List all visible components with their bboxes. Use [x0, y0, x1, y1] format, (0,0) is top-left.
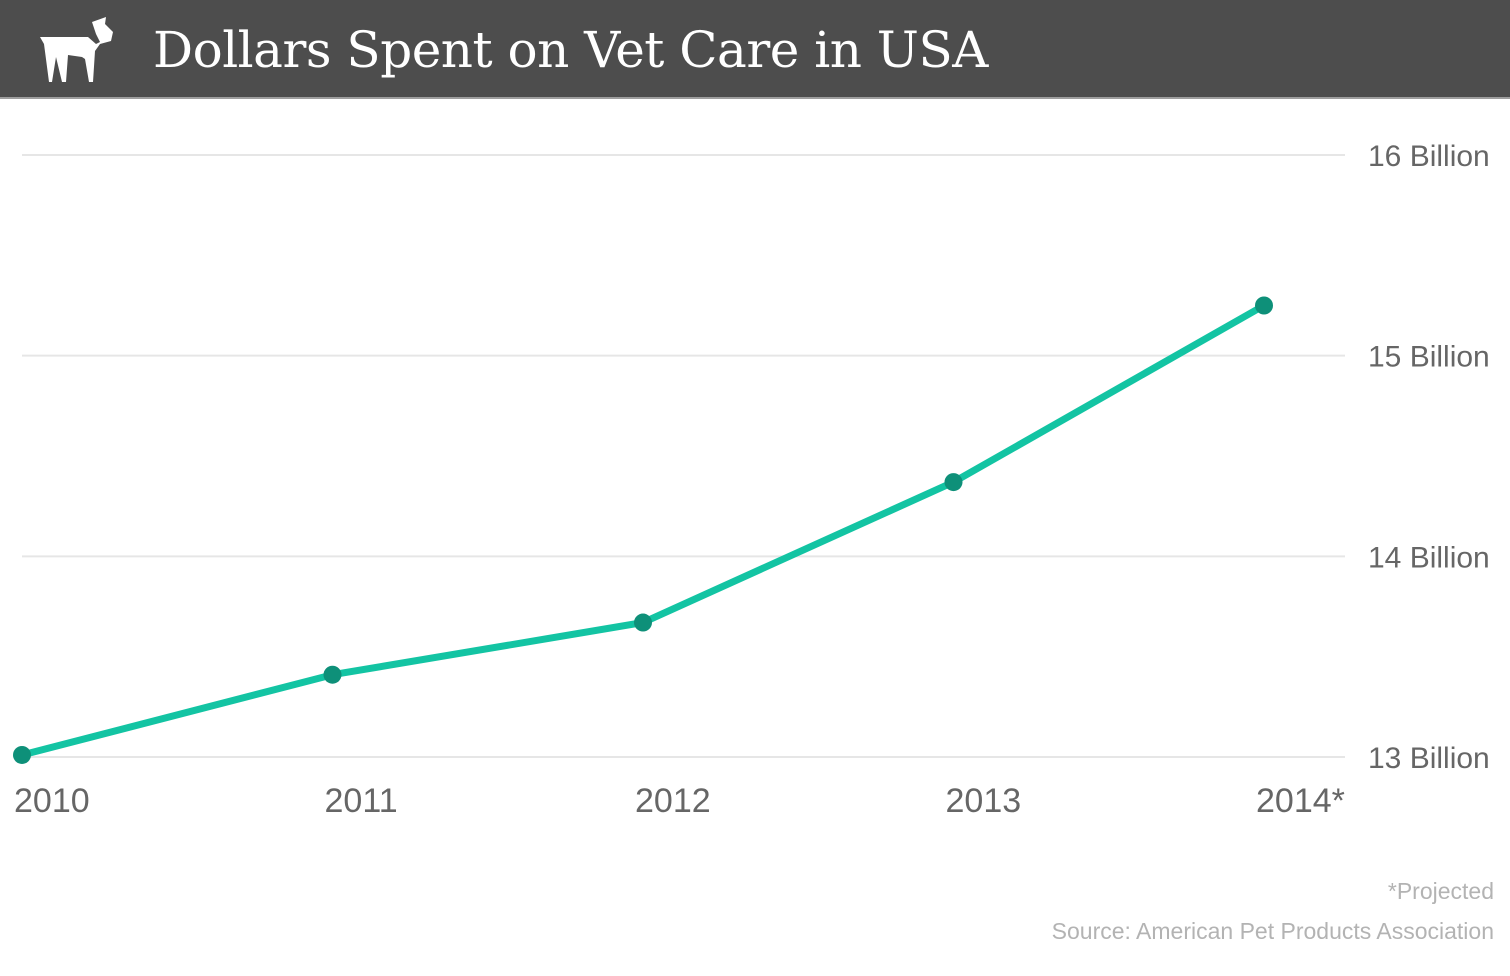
series-line-group — [18, 302, 1268, 759]
data-point-2010 — [13, 745, 31, 764]
y-tick-label: 14 Billion — [1368, 541, 1490, 574]
x-tick-label: 2013 — [946, 782, 1022, 820]
projected-note: *Projected — [1387, 878, 1494, 904]
x-tick-label: 2014* — [1256, 782, 1345, 820]
series-line — [18, 302, 1268, 759]
x-tick-label: 2010 — [14, 782, 90, 820]
x-axis-labels: 2010 2011 2012 2013 2014* — [14, 782, 1345, 820]
y-tick-label: 16 Billion — [1368, 140, 1490, 173]
data-point-2014 — [1255, 296, 1273, 315]
data-markers — [13, 296, 1273, 764]
chart-title: Dollars Spent on Vet Care in USA — [153, 21, 988, 79]
x-tick-label: 2012 — [635, 782, 711, 820]
chart-header: Dollars Spent on Vet Care in USA — [0, 0, 1510, 99]
dog-icon — [40, 17, 113, 82]
y-tick-label: 13 Billion — [1368, 742, 1490, 775]
gridlines — [22, 154, 1345, 758]
x-tick-label: 2011 — [325, 782, 398, 820]
data-point-2011 — [323, 665, 342, 684]
y-axis-labels: 16 Billion 15 Billion 14 Billion 13 Billion — [1368, 140, 1490, 775]
data-point-2013 — [944, 473, 963, 492]
y-tick-label: 15 Billion — [1368, 341, 1490, 374]
data-point-2012 — [634, 613, 652, 632]
source-note: Source: American Pet Products Associatio… — [1051, 918, 1494, 944]
